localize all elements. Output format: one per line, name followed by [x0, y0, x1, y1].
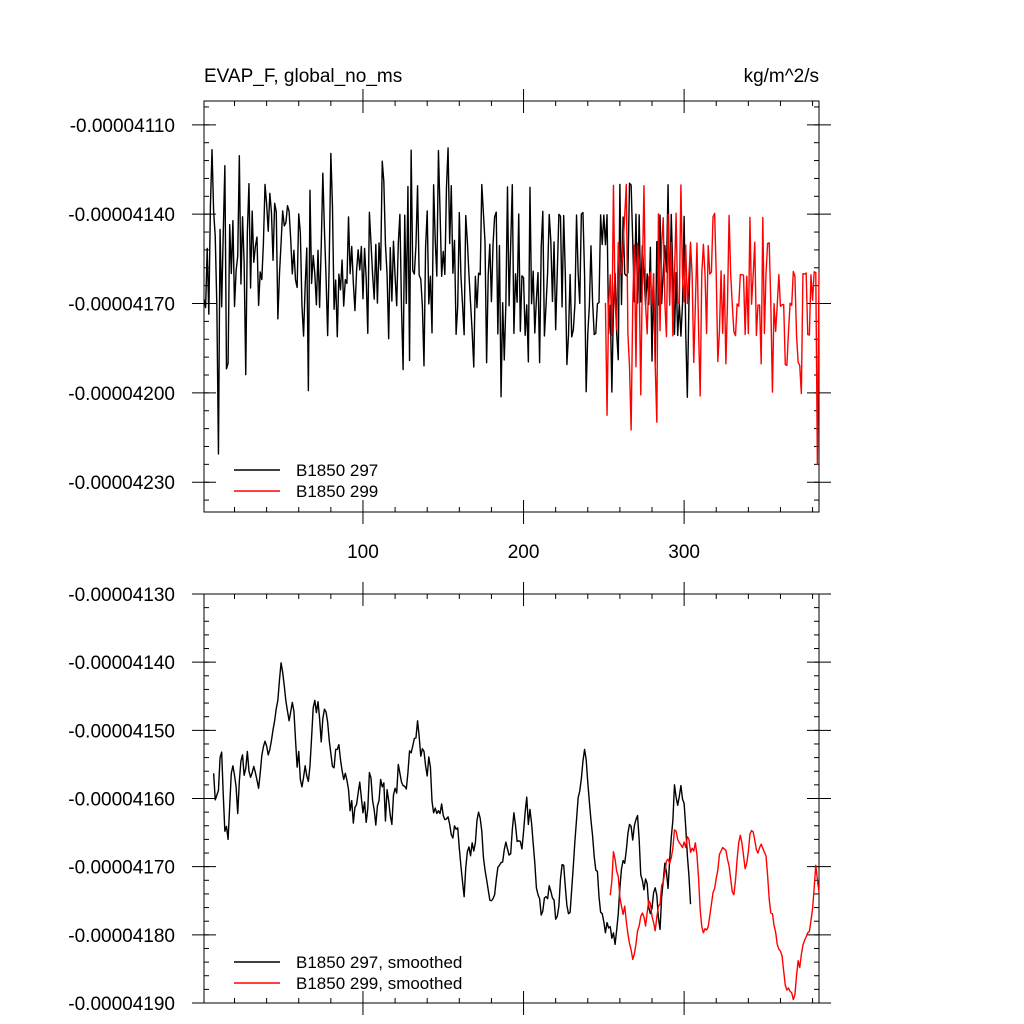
y-tick-label: -0.00004150	[68, 721, 175, 742]
y-tick-label: -0.00004190	[68, 994, 175, 1015]
legend-label: B1850 297, smoothed	[296, 953, 462, 972]
bottom-plot-area: -0.00004130 -0.00004140 -0.00004150 -0.0000…	[68, 582, 831, 1015]
y-tick-label: -0.00004170	[68, 858, 175, 879]
top-chart: EVAP_F, global_no_ms kg/m^2/s -0.0000411…	[68, 66, 831, 563]
y-tick-label: -0.00004180	[68, 926, 175, 947]
y-tick-label: -0.00004140	[68, 205, 175, 226]
top-plot-area: -0.00004110 -0.00004140 -0.00004170 -0.0000…	[68, 89, 831, 563]
y-tick-label: -0.00004230	[68, 473, 175, 494]
series-line-1	[203, 147, 692, 455]
y-tick-label: -0.00004110	[70, 116, 175, 137]
series-line-2	[609, 829, 820, 1001]
plot-frame	[203, 593, 820, 1004]
y-tick-label: -0.00004140	[68, 653, 175, 674]
y-tick-label: -0.00004170	[68, 295, 175, 316]
units-label: kg/m^2/s	[744, 66, 819, 87]
chart-title: EVAP_F, global_no_ms	[204, 66, 402, 87]
x-tick-label: 300	[668, 542, 700, 563]
y-tick-label: -0.00004200	[68, 384, 175, 405]
legend-label: B1850 297	[296, 461, 378, 480]
series-line-1	[212, 662, 692, 946]
legend-label: B1850 299	[296, 482, 378, 501]
bottom-chart: -0.00004130 -0.00004140 -0.00004150 -0.0000…	[68, 582, 831, 1015]
legend-label: B1850 299, smoothed	[296, 974, 462, 993]
x-tick-label: 100	[347, 542, 379, 563]
series-line-2	[604, 183, 820, 466]
y-tick-label: -0.00004160	[68, 790, 175, 811]
x-tick-label: 200	[508, 542, 540, 563]
y-tick-label: -0.00004130	[68, 585, 175, 606]
